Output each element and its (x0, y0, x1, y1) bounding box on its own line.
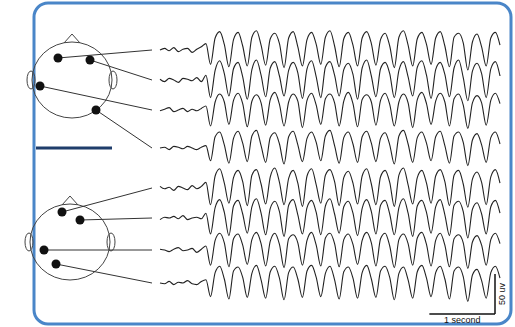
electrode (36, 82, 45, 91)
eeg-trace (160, 92, 500, 128)
nose (62, 196, 78, 205)
lead (62, 188, 152, 212)
scale-bar-amplitude-label: 50 uv (497, 282, 507, 305)
scalp (32, 42, 112, 118)
head (27, 34, 152, 148)
ear (107, 233, 115, 251)
electrode (54, 54, 63, 63)
electrode (86, 56, 95, 65)
lead (90, 60, 152, 80)
lead (80, 218, 152, 220)
ear (27, 71, 35, 89)
scalp (30, 204, 110, 280)
electrode (76, 216, 85, 225)
lead (44, 250, 152, 251)
eeg-trace (160, 130, 500, 165)
electrode (92, 106, 101, 115)
lead (56, 264, 152, 283)
ear (109, 71, 117, 89)
electrode (40, 246, 49, 255)
eeg-trace (160, 168, 500, 207)
frame (34, 3, 511, 324)
scale-bar-time-label: 1 second (444, 315, 481, 325)
nose (64, 34, 80, 43)
scale-bar-amplitude (494, 274, 496, 314)
connector (36, 147, 112, 150)
electrode (52, 260, 61, 269)
eeg-trace (160, 31, 500, 70)
eeg-trace (160, 232, 500, 268)
electrode (58, 208, 67, 217)
plot (160, 31, 500, 302)
lead (58, 50, 152, 58)
figure: 1 second 50 uv (0, 0, 515, 327)
eeg-trace (160, 60, 500, 101)
lead (96, 110, 152, 148)
head (25, 188, 152, 283)
eeg-trace (160, 199, 500, 238)
eeg-trace (160, 265, 500, 301)
ear (25, 233, 33, 251)
